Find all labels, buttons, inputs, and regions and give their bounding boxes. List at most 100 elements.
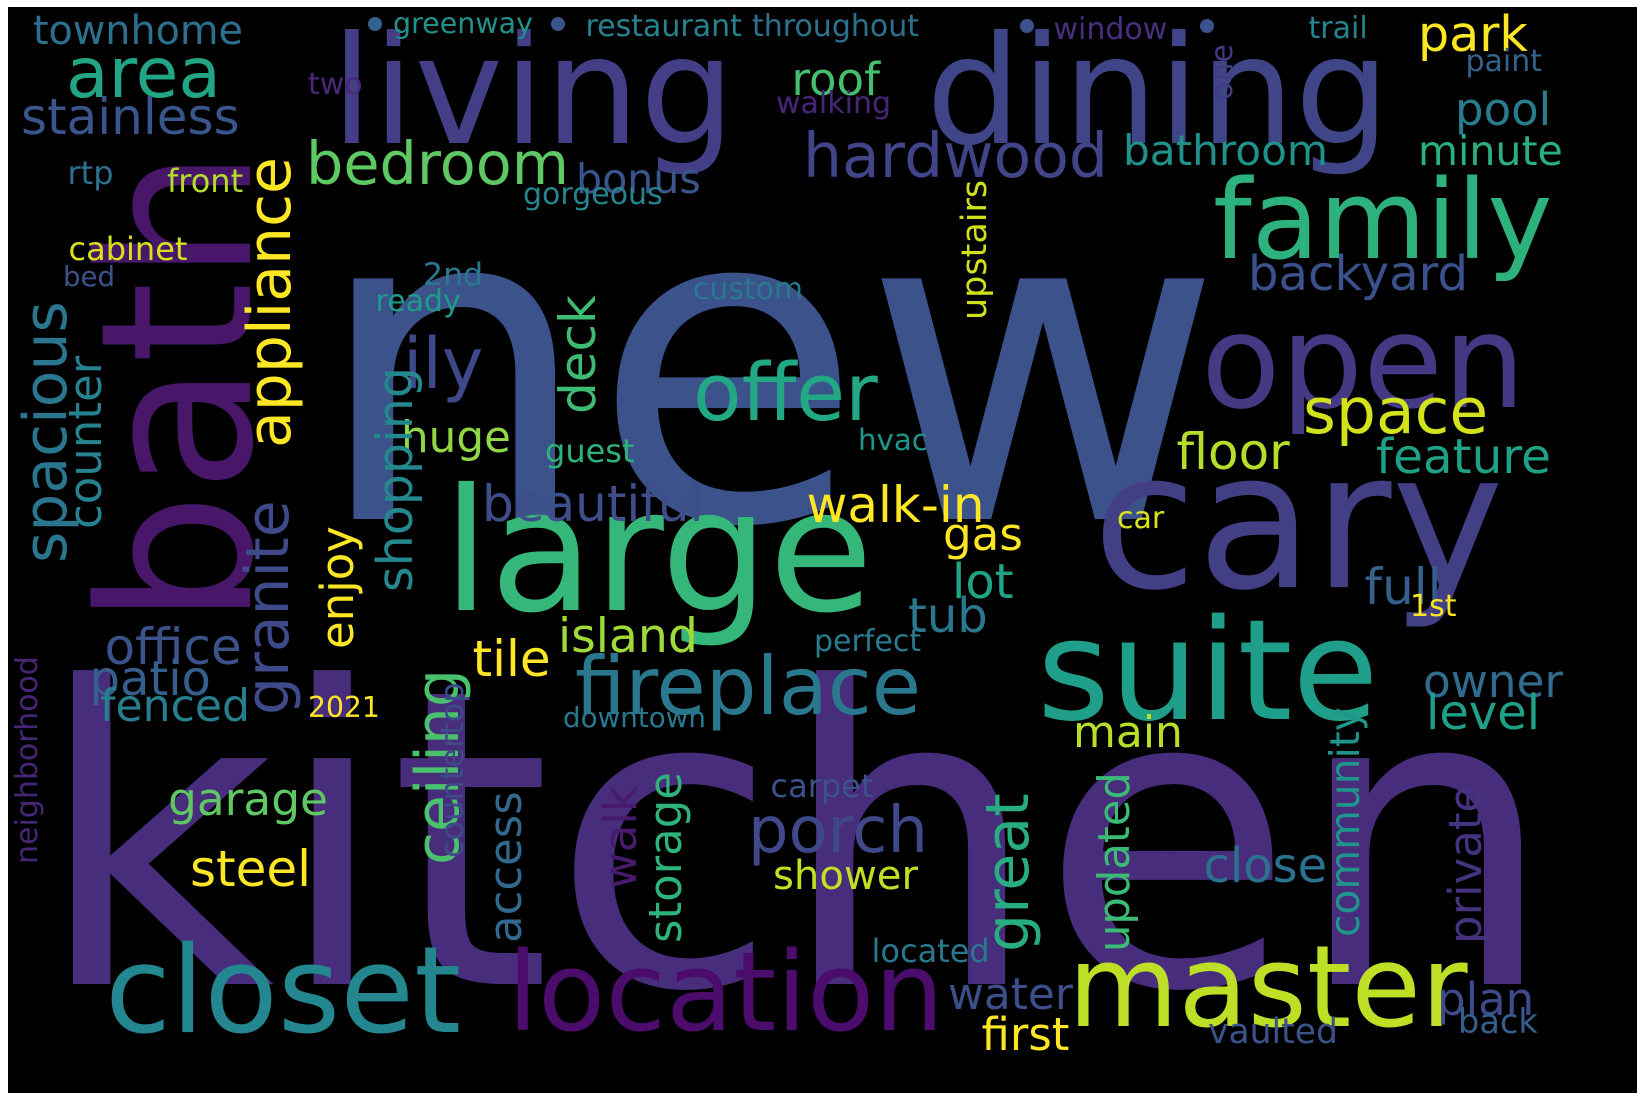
word-private: private	[1439, 784, 1492, 944]
word-townhome: townhome	[33, 7, 243, 54]
word-cabinet: cabinet	[68, 230, 188, 268]
word-bonus: bonus	[576, 154, 701, 203]
word-lot: lot	[952, 554, 1014, 610]
word-beautiful: beautiful	[482, 475, 704, 533]
word-park: park	[1418, 7, 1528, 63]
word-enjoy: enjoy	[311, 525, 364, 649]
word-master: master	[1068, 920, 1468, 1053]
dot-glyph	[368, 17, 382, 31]
word-storage: storage	[639, 771, 692, 943]
word-custom: custom	[693, 272, 804, 307]
word-floor: floor	[1176, 423, 1290, 481]
word-closet: closet	[105, 922, 462, 1061]
word-hardwood: hardwood	[803, 119, 1109, 192]
word-2021: 2021	[308, 691, 380, 724]
word-walk-in: walk-in	[806, 476, 985, 534]
word-cloud: new kitchen bath dining living cary large open s…	[8, 7, 1637, 1093]
word-cary: cary	[1092, 411, 1504, 632]
word-level: level	[1426, 685, 1541, 741]
word-steel: steel	[190, 840, 312, 898]
word-main: main	[1073, 707, 1183, 758]
word-pool: pool	[1455, 83, 1552, 136]
word-location: location	[507, 928, 944, 1056]
word-shower: shower	[773, 853, 918, 899]
word-bathroom: bathroom	[1123, 126, 1328, 175]
word-fenced: fenced	[100, 681, 251, 732]
word-deck: deck	[549, 295, 607, 414]
word-guest: guest	[545, 432, 635, 470]
word-living: living	[331, 7, 736, 179]
word-roof: roof	[791, 53, 880, 106]
dot-glyph	[551, 17, 565, 31]
word-window: window	[1053, 12, 1168, 47]
word-countertop: countertop	[433, 681, 471, 858]
word-gorgeous: gorgeous	[523, 177, 663, 212]
word-owner: owner	[1423, 654, 1563, 708]
word-one: one	[1205, 44, 1240, 100]
word-throughout: throughout	[752, 9, 920, 44]
word-perfect: perfect	[814, 624, 922, 659]
word-located: located	[871, 932, 990, 970]
word-porch: porch	[748, 793, 928, 868]
word-updated: updated	[1090, 772, 1140, 952]
word-paint: paint	[1465, 44, 1543, 79]
word-car: car	[1117, 501, 1165, 536]
word-offer: offer	[693, 345, 878, 439]
word-garage: garage	[168, 772, 329, 826]
word-huge: huge	[401, 412, 511, 463]
word-dining: dining	[926, 7, 1390, 179]
word-vaulted: vaulted	[1208, 1011, 1338, 1052]
word-walk: walk	[594, 785, 647, 889]
word-bed: bed	[63, 260, 116, 293]
word-kitchen: kitchen	[35, 601, 1557, 1082]
word-patio: patio	[89, 651, 211, 707]
word-rtp: rtp	[67, 154, 114, 192]
word-counter: counter	[59, 355, 112, 529]
word-minute: minute	[1418, 127, 1563, 175]
word-great: great	[973, 792, 1043, 952]
word-fireplace: fireplace	[575, 640, 921, 733]
word-new: new	[313, 111, 1223, 623]
word-tub: tub	[908, 588, 988, 644]
word-full: full	[1364, 558, 1442, 616]
word-shopping: shopping	[365, 366, 424, 592]
word-neighborhood: neighborhood	[10, 655, 45, 864]
word-appliance: appliance	[235, 156, 305, 448]
word-2nd: 2nd	[423, 257, 484, 293]
word-1st: 1st	[1410, 589, 1457, 624]
dot-glyph	[1020, 19, 1034, 33]
word-greenway: greenway	[393, 7, 533, 40]
word-carpet: carpet	[770, 767, 874, 805]
word-ready: ready	[375, 284, 461, 319]
word-community: community	[1321, 707, 1369, 937]
word-water: water	[948, 968, 1073, 1020]
word-feature: feature	[1376, 429, 1551, 485]
word-space: space	[1303, 374, 1489, 448]
word-back: back	[1458, 1002, 1538, 1041]
word-close: close	[1203, 838, 1328, 894]
word-area: area	[66, 33, 221, 114]
word-upstairs: upstairs	[955, 179, 995, 320]
word-trail: trail	[1308, 11, 1368, 46]
word-two: two	[308, 67, 363, 102]
word-first: first	[981, 1008, 1070, 1061]
dot-glyph	[1200, 19, 1214, 33]
word-tile: tile	[472, 630, 551, 688]
word-open: open	[1201, 286, 1526, 438]
word-restaurant: restaurant	[585, 9, 742, 44]
word-backyard: backyard	[1248, 246, 1469, 302]
word-large: large	[442, 453, 874, 651]
word-suite: suite	[1037, 590, 1379, 753]
word-access: access	[479, 791, 532, 943]
word-bedroom: bedroom	[306, 129, 570, 198]
word-gas: gas	[943, 507, 1023, 561]
word-office: office	[104, 618, 242, 676]
word-stainless: stainless	[21, 88, 240, 146]
word-downtown: downtown	[563, 701, 707, 734]
word-walking: walking	[776, 86, 892, 121]
word-family: family	[1213, 156, 1553, 284]
word-island: island	[558, 608, 698, 664]
word-front: front	[167, 162, 244, 200]
word-plan: plan	[1437, 973, 1535, 1026]
word-hvac: hvac	[858, 422, 928, 457]
